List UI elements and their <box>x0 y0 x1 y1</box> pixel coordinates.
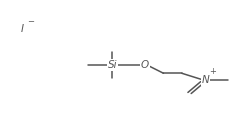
Text: O: O <box>141 60 149 70</box>
Text: +: + <box>210 67 216 76</box>
Text: Si: Si <box>108 60 117 70</box>
Text: N: N <box>201 75 209 85</box>
Text: −: − <box>28 17 35 26</box>
Text: I: I <box>20 24 23 34</box>
